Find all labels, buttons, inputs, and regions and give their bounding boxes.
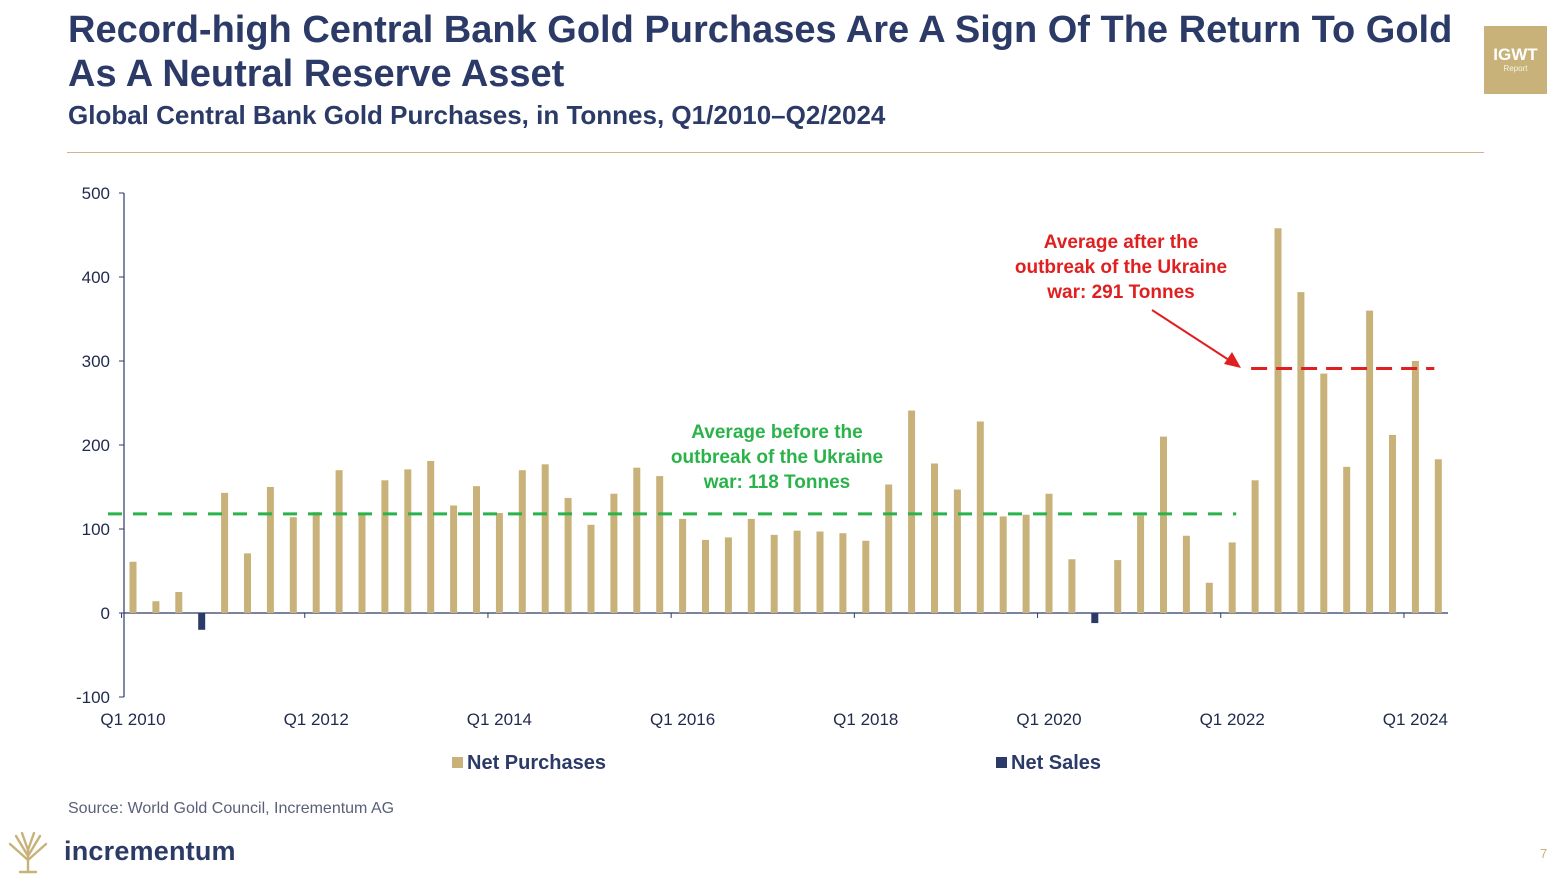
y-tick-label: 500	[82, 184, 110, 203]
annotation-average-after-line: outbreak of the Ukraine	[1015, 257, 1227, 278]
bar-net-purchases	[381, 480, 389, 613]
legend-label-net-purchases: Net Purchases	[467, 752, 606, 774]
annotation-arrow-head	[1224, 352, 1241, 368]
legend-item-net-purchases: Net Purchases	[452, 752, 606, 775]
bar-net-purchases	[679, 518, 687, 613]
bar-net-purchases	[473, 486, 480, 613]
bar-net-purchases	[1320, 373, 1328, 613]
bar-net-purchases	[862, 540, 870, 613]
bar-net-purchases	[999, 516, 1007, 613]
bar-net-purchases	[702, 539, 709, 613]
bar-net-purchases	[885, 484, 893, 613]
bar-net-purchases	[724, 537, 732, 613]
annotation-average-after-line: Average after the	[1044, 232, 1199, 253]
bar-net-purchases	[541, 464, 549, 613]
bar-net-purchases	[175, 592, 183, 613]
bar-net-purchases	[770, 534, 778, 613]
source-note: Source: World Gold Council, Incrementum …	[68, 800, 395, 817]
annotation-average-before-line: war: 118 Tonnes	[703, 472, 850, 493]
legend-item-net-sales: Net Sales	[996, 752, 1101, 775]
x-tick-label: Q1 2022	[1200, 710, 1265, 729]
bar-net-sales	[198, 613, 206, 630]
bar-net-purchases	[404, 469, 412, 613]
bar-net-purchases	[953, 489, 961, 613]
bar-net-purchases	[1114, 560, 1122, 613]
annotation-average-before-line: outbreak of the Ukraine	[671, 447, 883, 468]
legend-label-net-sales: Net Sales	[1011, 752, 1102, 774]
bar-net-purchases	[931, 463, 938, 613]
bar-net-purchases	[244, 553, 251, 613]
bar-net-purchases	[976, 421, 984, 613]
x-tick-label: Q1 2020	[1016, 710, 1081, 729]
badge-sub-text: Report	[1503, 64, 1528, 73]
bar-net-purchases	[450, 505, 458, 613]
bar-net-purchases	[358, 514, 366, 613]
bar-net-purchases	[1182, 535, 1190, 613]
bar-net-purchases	[747, 518, 755, 613]
x-tick-label: Q1 2018	[833, 710, 898, 729]
y-tick-label: 100	[82, 520, 110, 539]
bar-net-purchases	[1389, 434, 1396, 613]
bar-net-purchases	[633, 467, 641, 613]
annotation-arrow-shaft	[1151, 309, 1233, 363]
legend-swatch-net-purchases	[452, 757, 463, 768]
bar-net-purchases	[427, 460, 435, 613]
bar-net-purchases	[1137, 515, 1145, 613]
bar-net-purchases	[1343, 466, 1351, 613]
brand-name: incrementum	[64, 836, 236, 866]
bar-net-purchases	[266, 487, 274, 613]
bar-net-purchases	[221, 492, 229, 613]
badge-main-text: IGWT	[1493, 45, 1538, 64]
bar-net-purchases	[587, 524, 595, 613]
annotation-average-after-line: war: 291 Tonnes	[1046, 282, 1194, 303]
chart-title: Record-high Central Bank Gold Purchases …	[68, 9, 1453, 95]
y-tick-label: 300	[82, 352, 110, 371]
y-tick-label: 200	[82, 436, 110, 455]
x-tick-label: Q1 2014	[467, 710, 532, 729]
bar-net-purchases	[495, 513, 503, 613]
x-tick-label: Q1 2012	[284, 710, 349, 729]
bar-net-purchases	[1228, 542, 1236, 613]
bar-net-purchases	[908, 410, 916, 613]
bar-net-purchases	[1160, 436, 1167, 613]
bar-net-purchases	[1274, 228, 1282, 613]
tree-logo-icon	[8, 831, 48, 874]
x-tick-label: Q1 2024	[1383, 710, 1448, 729]
x-tick-label: Q1 2016	[650, 710, 715, 729]
bar-net-sales	[1091, 613, 1099, 624]
bar-net-purchases	[1045, 493, 1053, 613]
bar-net-purchases	[1205, 582, 1213, 613]
bar-net-purchases	[1366, 310, 1374, 613]
chart-subtitle: Global Central Bank Gold Purchases, in T…	[68, 100, 886, 130]
page-number: 7	[1540, 846, 1548, 861]
y-tick-label: 0	[101, 604, 110, 623]
bar-net-purchases	[793, 530, 801, 613]
bar-net-purchases	[610, 493, 618, 613]
x-tick-label: Q1 2010	[100, 710, 165, 729]
bar-net-purchases	[312, 512, 320, 613]
bar-net-purchases	[1022, 514, 1030, 613]
bar-net-purchases	[518, 470, 526, 613]
bar-net-purchases	[1068, 559, 1076, 613]
annotation-average-before-line: Average before the	[691, 422, 862, 443]
legend-swatch-net-sales	[996, 757, 1007, 768]
y-tick-label: -100	[76, 688, 110, 707]
bar-net-purchases	[816, 531, 824, 613]
bar-net-purchases	[839, 533, 847, 613]
bar-net-purchases	[1411, 361, 1419, 613]
bar-net-purchases	[1251, 480, 1259, 613]
igwt-report-badge: IGWT Report	[1484, 26, 1547, 94]
y-tick-label: 400	[82, 268, 110, 287]
header-divider	[67, 152, 1484, 153]
bar-net-purchases	[289, 517, 297, 613]
bar-net-purchases	[564, 497, 572, 613]
bar-net-purchases	[335, 470, 343, 613]
bar-net-purchases	[1297, 292, 1305, 613]
bar-net-purchases	[656, 476, 664, 613]
bar-net-purchases	[129, 561, 137, 613]
bar-net-purchases	[152, 601, 160, 613]
bar-net-purchases	[1434, 459, 1442, 613]
